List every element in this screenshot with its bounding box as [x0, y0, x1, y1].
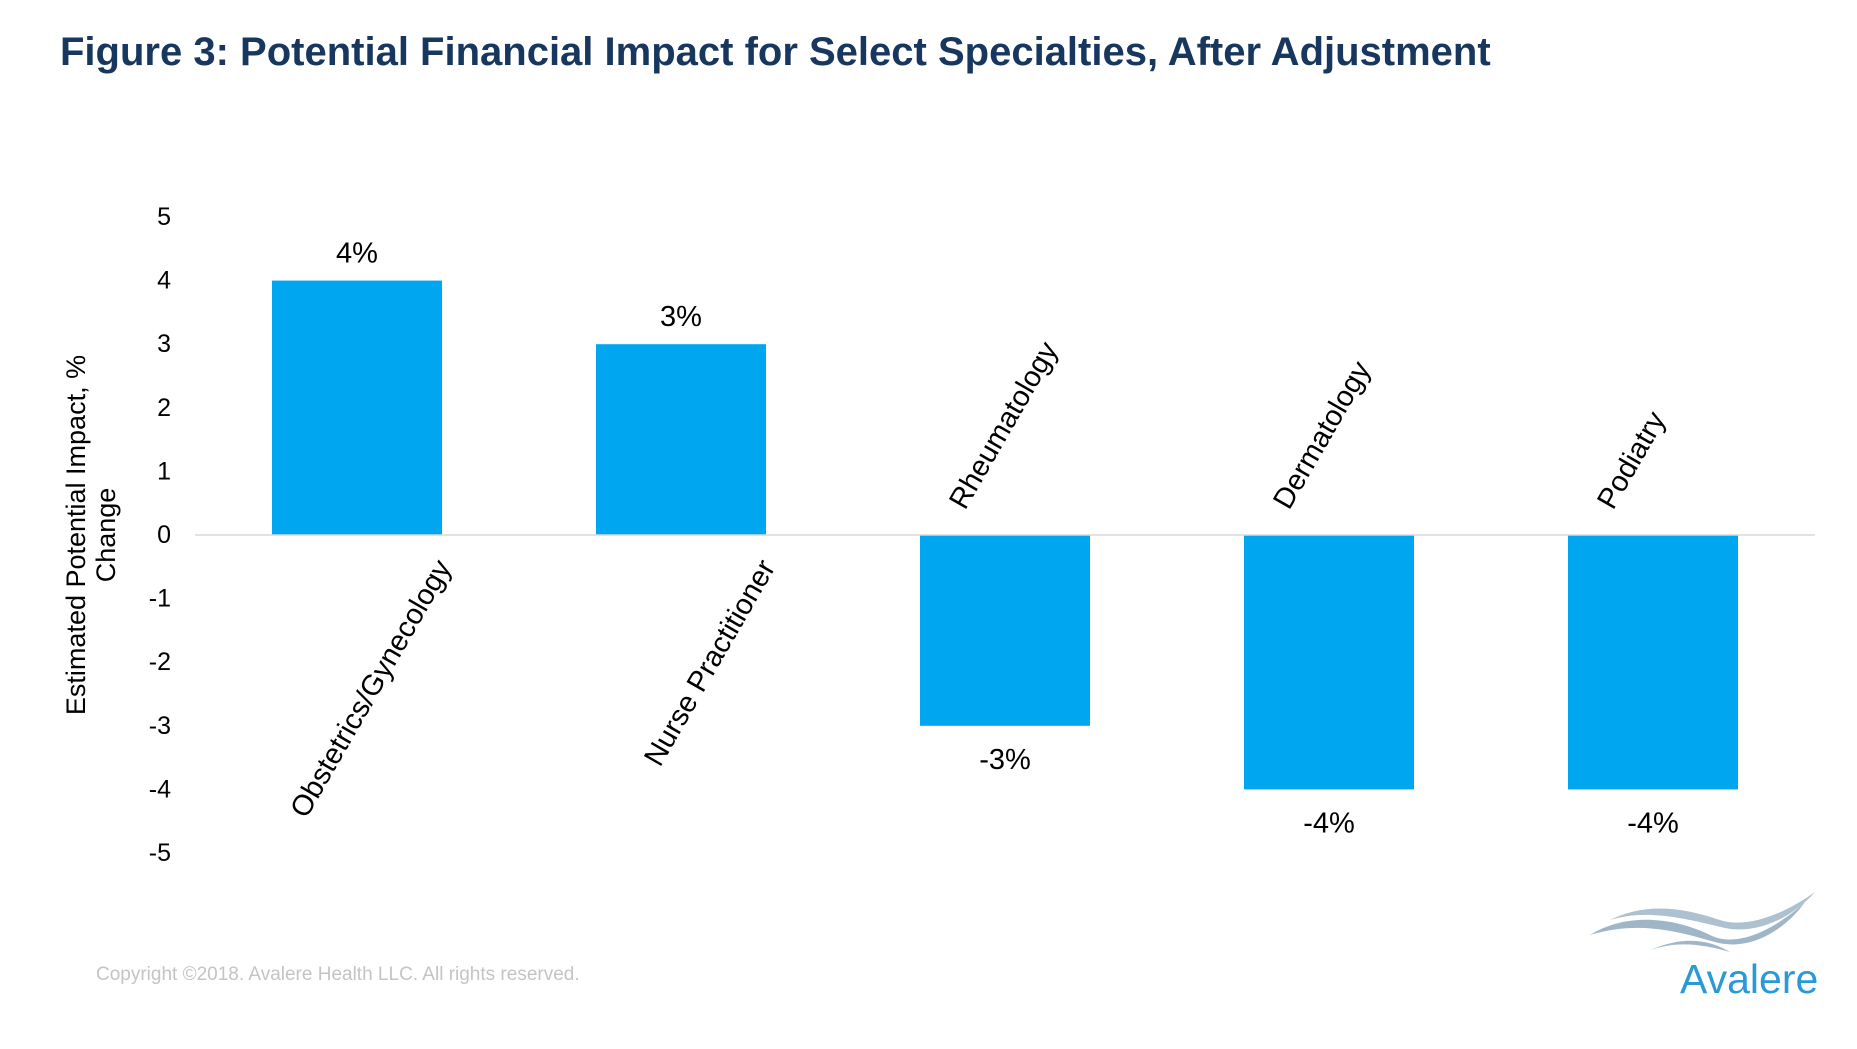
- data-label: -4%: [1627, 807, 1679, 839]
- category-label: Podiatry: [1591, 406, 1672, 515]
- y-tick-label: 5: [157, 203, 171, 231]
- y-tick-label: 2: [157, 394, 171, 422]
- data-label: -4%: [1303, 807, 1355, 839]
- y-tick-label: 1: [157, 457, 171, 485]
- bar-chart: Estimated Potential Impact, %Change 5 4 3 2…: [61, 203, 1815, 867]
- y-tick-label: -1: [149, 585, 171, 613]
- wave-icon: [1590, 892, 1815, 952]
- y-tick-label: 0: [157, 521, 171, 549]
- category-label: Dermatology: [1267, 356, 1377, 515]
- y-tick-label: 4: [157, 267, 171, 295]
- bar: [1568, 535, 1738, 790]
- avalere-logo: Avalere: [1590, 890, 1830, 1010]
- data-label: -3%: [979, 744, 1031, 776]
- logo-text: Avalere: [1680, 956, 1819, 1002]
- y-tick-label: -3: [149, 712, 171, 740]
- y-tick-label: -2: [149, 648, 171, 676]
- data-label: 3%: [660, 301, 702, 333]
- y-axis-ticks: 5 4 3 2 1 0 -1 -2 -3 -4 -5: [149, 203, 171, 867]
- bars: [272, 280, 1738, 790]
- category-label: Nurse Practitioner: [638, 554, 782, 771]
- category-label: Obstetrics/Gynecology: [284, 554, 458, 823]
- chart-title: Figure 3: Potential Financial Impact for…: [60, 30, 1491, 74]
- y-tick-label: -5: [149, 839, 171, 867]
- copyright-text: Copyright ©2018. Avalere Health LLC. All…: [96, 964, 580, 985]
- y-tick-label: -4: [149, 775, 171, 803]
- bar: [596, 344, 766, 535]
- y-tick-label: 3: [157, 330, 171, 358]
- y-axis-label: Estimated Potential Impact, %Change: [61, 355, 121, 715]
- bar: [1244, 535, 1414, 790]
- bar: [272, 280, 442, 535]
- data-label: 4%: [336, 238, 378, 270]
- data-labels: 4% 3% -3% -4% -4%: [336, 238, 1679, 840]
- bar: [920, 535, 1090, 726]
- category-label: Rheumatology: [943, 336, 1064, 514]
- y-axis-title: Estimated Potential Impact, %Change: [61, 355, 121, 715]
